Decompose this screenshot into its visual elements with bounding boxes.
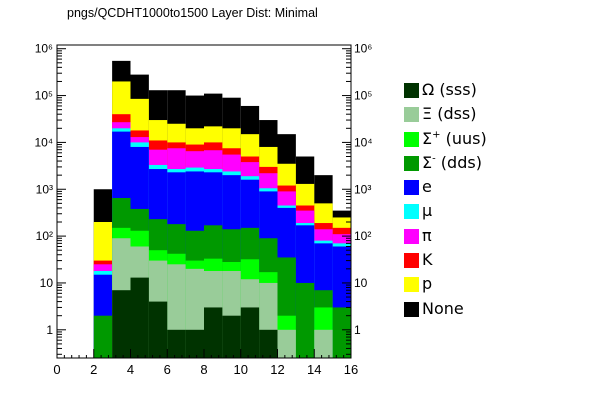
x-tick-label: 4 xyxy=(127,362,134,377)
legend-entry: K xyxy=(402,250,522,274)
bar--dds--bin-13 xyxy=(295,282,315,358)
x-tick-label: 10 xyxy=(234,362,248,377)
legend-entry: Ω (sss) xyxy=(402,80,522,104)
bar--sss--bin-7 xyxy=(185,329,204,358)
bar--sss--bin-9 xyxy=(222,315,241,358)
x-tick-label: 8 xyxy=(200,362,207,377)
x-tick-label: 2 xyxy=(90,362,97,377)
legend-label: π xyxy=(422,225,432,245)
legend-entry: μ xyxy=(402,201,522,225)
y-tick-label-right: 10⁵ xyxy=(354,89,372,103)
legend-label: Ξ (dss) xyxy=(422,104,477,124)
legend-swatch xyxy=(404,180,419,196)
legend-swatch xyxy=(404,131,419,147)
y-tick-label-left: 10⁴ xyxy=(34,135,53,149)
y-tick-label-right: 10⁶ xyxy=(354,42,372,56)
y-tick-label-right: 1 xyxy=(354,323,361,337)
legend-label: Ω (sss) xyxy=(422,80,477,99)
bar--sss--bin-8 xyxy=(204,307,223,358)
bar--sss--bin-11 xyxy=(259,329,278,358)
legend-entry: p xyxy=(402,274,522,298)
y-tick-label-right: 10³ xyxy=(354,182,371,196)
legend-entry: e xyxy=(402,177,522,201)
y-tick-label-left: 10³ xyxy=(36,182,53,196)
legend-entry: Σ- (dds) xyxy=(402,153,522,177)
chart-title: pngs/QCDHT1000to1500 Layer Dist: Minimal xyxy=(67,6,318,20)
legend-label: e xyxy=(422,177,432,197)
x-tick-label: 6 xyxy=(164,362,171,377)
legend-entry: Σ+ (uus) xyxy=(402,129,522,153)
y-tick-label-left: 10 xyxy=(40,276,54,290)
legend-label: μ xyxy=(422,201,433,221)
y-tick-label-left: 1 xyxy=(46,323,53,337)
legend-swatch xyxy=(404,253,419,269)
y-tick-label-left: 10⁵ xyxy=(35,89,53,103)
x-tick-label: 0 xyxy=(53,362,60,377)
y-tick-label-right: 10 xyxy=(354,276,368,290)
bar--dds--bin-15 xyxy=(332,307,351,358)
legend-entry: Ξ (dss) xyxy=(402,104,522,128)
bar--sss--bin-6 xyxy=(167,329,186,358)
legend-swatch xyxy=(404,83,419,98)
legend-entry: None xyxy=(402,299,522,323)
x-tick-label: 12 xyxy=(270,362,284,377)
y-tick-label-left: 10² xyxy=(36,229,53,243)
legend-swatch xyxy=(404,301,419,317)
legend-label: p xyxy=(422,274,433,294)
bar--dds--bin-2 xyxy=(93,315,113,358)
bar--sss--bin-5 xyxy=(148,301,168,358)
legend-label: Σ+ (uus) xyxy=(422,128,487,148)
legend-swatch xyxy=(404,277,419,293)
legend-swatch xyxy=(404,155,419,171)
legend-label: Σ- (dds) xyxy=(422,152,482,172)
legend-label: K xyxy=(422,250,433,270)
legend-label: None xyxy=(422,298,464,318)
bar--sss--bin-4 xyxy=(130,277,149,358)
bar--sss--bin-3 xyxy=(112,290,131,358)
x-tick-label: 16 xyxy=(344,362,358,377)
bar--dss--bin-14 xyxy=(314,329,333,358)
y-tick-label-right: 10⁴ xyxy=(354,135,373,149)
y-tick-label-left: 10⁶ xyxy=(35,42,53,56)
legend-swatch xyxy=(404,228,419,244)
legend-swatch xyxy=(404,107,419,123)
bar--sss--bin-10 xyxy=(240,307,260,358)
legend-entry: π xyxy=(402,226,522,250)
y-tick-label-right: 10² xyxy=(354,229,371,243)
x-tick-label: 14 xyxy=(307,362,321,377)
legend-swatch xyxy=(404,204,419,220)
bar--dss--bin-12 xyxy=(277,329,296,358)
